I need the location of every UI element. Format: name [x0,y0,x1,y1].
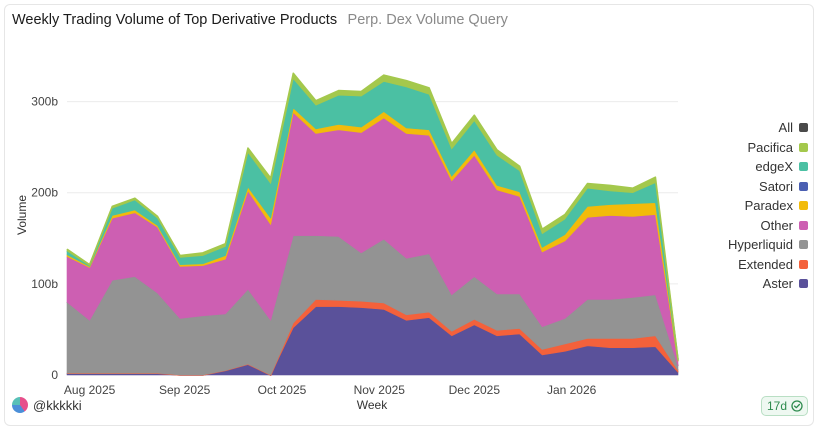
y-tick-label: 200b [31,186,58,200]
legend-item-extended[interactable]: Extended [688,255,808,275]
legend-item-hyperliquid[interactable]: Hyperliquid [688,235,808,255]
x-tick-label: Dec 2025 [449,383,501,397]
x-tick-label: Jan 2026 [547,383,597,397]
chart-title: Weekly Trading Volume of Top Derivative … [12,12,338,28]
title-row: Weekly Trading Volume of Top Derivative … [12,11,508,29]
legend-swatch [799,162,808,172]
y-axis-title: Volume [15,195,29,235]
legend-swatch [799,259,808,269]
legend-swatch [799,181,808,191]
legend-label: Satori [759,178,793,194]
check-circle-icon [791,400,803,412]
legend-label: All [778,120,793,136]
freshness-badge[interactable]: 17d [760,396,808,416]
legend-item-other[interactable]: Other [688,216,808,236]
legend-item-paradex[interactable]: Paradex [688,196,808,216]
legend-item-aster[interactable]: Aster [688,274,808,294]
legend-item-edgex[interactable]: edgeX [688,157,808,177]
legend-label: Extended [738,256,793,272]
legend-swatch [799,201,808,211]
x-tick-label: Nov 2025 [354,383,406,397]
legend-label: Aster [762,276,793,292]
legend-swatch [799,142,808,152]
y-tick-label: 300b [31,95,58,109]
avatar [12,397,28,413]
legend-swatch [799,220,808,230]
x-axis-title: Week [357,398,388,412]
x-tick-label: Oct 2025 [258,383,307,397]
x-tick-label: Sep 2025 [159,383,211,397]
legend-label: edgeX [755,159,793,175]
author[interactable]: @kkkkki [12,397,82,413]
query-name-link[interactable]: Perp. Dex Volume Query [347,12,508,28]
legend-label: Paradex [744,198,793,214]
legend-swatch [799,123,808,133]
legend-item-satori[interactable]: Satori [688,177,808,197]
freshness-label: 17d [766,399,787,413]
legend-swatch [799,240,808,250]
legend-label: Pacifica [747,139,793,155]
legend-item-pacifica[interactable]: Pacifica [688,138,808,158]
legend-swatch [799,279,808,289]
y-tick-label: 0 [51,368,58,382]
author-username: @kkkkki [33,397,82,413]
y-tick-label: 100b [31,277,58,291]
legend-label: Hyperliquid [727,237,793,253]
legend-label: Other [760,217,793,233]
x-tick-label: Aug 2025 [64,383,116,397]
line-pacifica [66,72,679,360]
legend-item-all[interactable]: All [688,118,808,138]
legend: All Pacifica edgeX Satori Paradex Other Hyperl… [688,118,808,294]
